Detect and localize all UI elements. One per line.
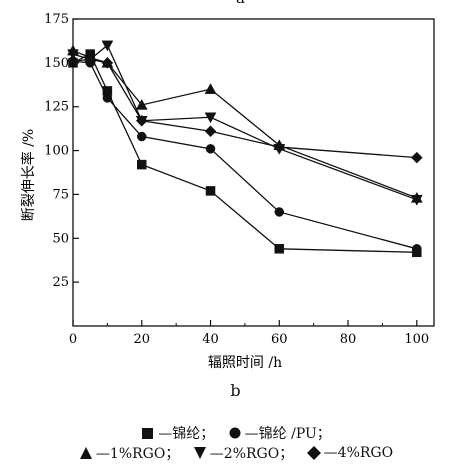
data-point [273, 141, 286, 153]
series-layer [67, 40, 423, 258]
top-panel-letter: a [236, 0, 245, 7]
x-tick-label: 100 [404, 332, 429, 347]
series-line [72, 44, 418, 201]
x-tick-label: 0 [69, 332, 77, 347]
data-point [67, 55, 79, 67]
y-tick-label: 100 [44, 144, 69, 159]
data-point [135, 114, 148, 127]
y-axis-label: 断裂伸长率 /% [20, 129, 37, 221]
legend-item: —1%RGO； [78, 443, 179, 463]
legend-row-2: —1%RGO； —2%RGO； —4%RGO [0, 443, 471, 464]
y-tick-label: 50 [52, 231, 69, 246]
legend-item: —锦纶 /PU； [227, 423, 331, 443]
legend-item: —锦纶； [140, 423, 214, 443]
data-point [135, 98, 148, 110]
data-point [205, 144, 216, 154]
series-5 [67, 53, 423, 164]
data-point [102, 93, 113, 103]
plot-frame [72, 18, 435, 327]
series-3 [67, 44, 423, 203]
data-point [84, 53, 97, 66]
data-point [410, 151, 423, 164]
data-point [67, 49, 79, 61]
data-point [204, 83, 217, 94]
legend-label: —4%RGO [323, 445, 394, 461]
x-tick-label: 40 [202, 332, 219, 347]
legend-row-1: —锦纶； —锦纶 /PU； [0, 423, 471, 444]
legend-label: —锦纶 /PU； [244, 426, 331, 442]
legend-label: —锦纶； [158, 426, 215, 442]
triangle-down-marker-icon [193, 447, 206, 459]
legend-label: —1%RGO； [95, 446, 180, 462]
data-point [204, 125, 217, 138]
x-tick-label: 20 [133, 332, 150, 347]
data-point [137, 131, 147, 142]
axes: 0 20 40 60 80 100 25 50 75 100 125 150 175 [44, 12, 435, 347]
data-point [101, 40, 114, 52]
legend-item: —2%RGO； [192, 443, 293, 463]
y-tick-label: 75 [52, 187, 69, 202]
data-point [410, 194, 423, 206]
legend-label: —2%RGO； [209, 446, 294, 462]
legend-item: —4%RGO [306, 445, 393, 461]
y-tick-label: 25 [52, 275, 69, 290]
data-point [101, 57, 114, 69]
series-line [72, 49, 418, 199]
chart-plot: 0 20 40 60 80 100 25 50 75 100 125 150 175 辐照时间 /h 断… [20, 12, 435, 371]
y-tick-label: 125 [44, 100, 69, 115]
panel-label: b [230, 381, 241, 400]
x-tick-label: 60 [271, 332, 288, 347]
data-point [137, 159, 147, 170]
diamond-marker-icon [306, 446, 321, 460]
data-point [205, 186, 216, 196]
x-tick-label: 80 [340, 332, 357, 347]
square-marker-icon [142, 428, 154, 439]
data-point [274, 244, 285, 254]
data-point [274, 207, 285, 217]
data-point [412, 244, 422, 254]
y-tick-label: 150 [44, 56, 69, 71]
data-point [204, 112, 217, 124]
x-axis-label: 辐照时间 /h [208, 355, 282, 371]
y-tick-label: 175 [44, 12, 69, 27]
triangle-up-marker-icon [79, 447, 92, 459]
series-line [72, 58, 417, 159]
circle-marker-icon [229, 427, 241, 439]
